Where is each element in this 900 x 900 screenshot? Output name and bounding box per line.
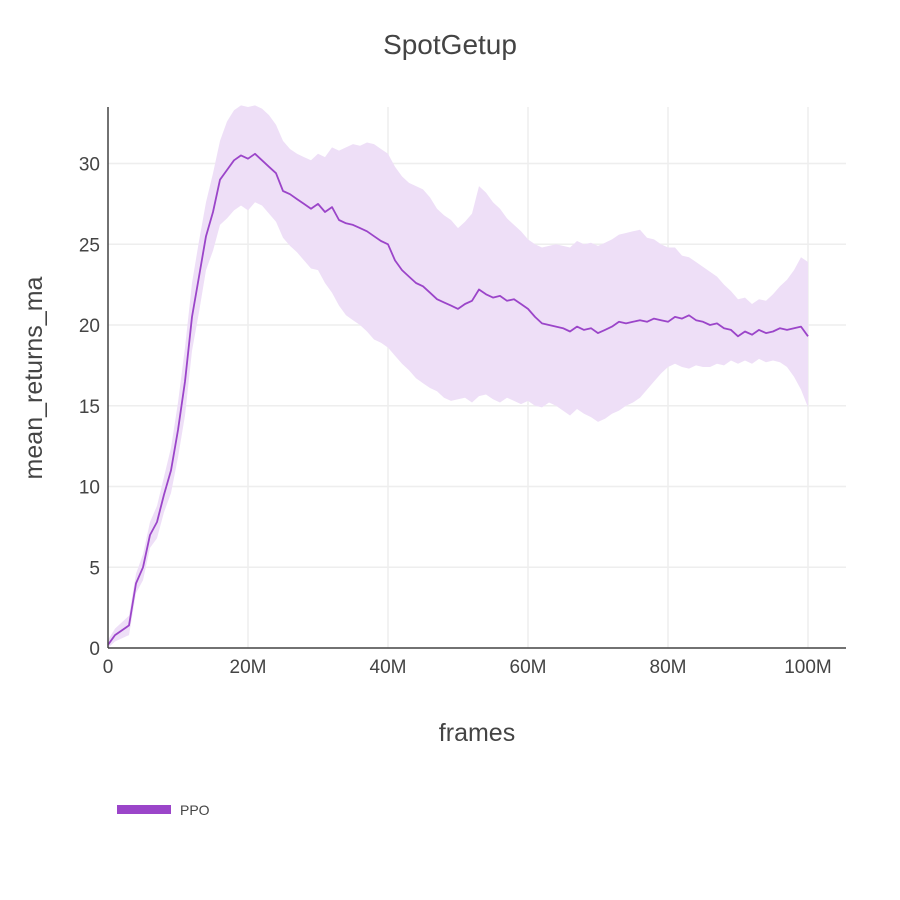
- series-line-0: [107, 152, 809, 646]
- x-axis-title: frames: [439, 719, 515, 747]
- x-tick-labels: 0 20M 40M 60M 80M 100M: [103, 657, 832, 678]
- chart-title: SpotGetup: [383, 29, 517, 60]
- y-tick-labels: 0 5 10 15 20 25 30: [79, 155, 100, 660]
- y-tick-label-0: 0: [89, 639, 100, 660]
- legend-label-ppo: PPO: [180, 802, 210, 818]
- x-tick-label-1: 20M: [230, 657, 267, 678]
- y-tick-label-6: 30: [79, 155, 100, 176]
- y-tick-label-5: 25: [79, 235, 100, 256]
- y-tick-label-2: 10: [79, 478, 100, 499]
- x-tick-label-4: 80M: [650, 657, 687, 678]
- legend-swatch-ppo: [117, 805, 171, 814]
- x-tick-label-2: 40M: [370, 657, 407, 678]
- y-tick-label-4: 20: [79, 316, 100, 337]
- x-tick-label-3: 60M: [510, 657, 547, 678]
- legend[interactable]: PPO: [117, 802, 210, 818]
- x-tick-label-5: 100M: [784, 657, 832, 678]
- y-axis-title: mean_returns_ma: [20, 276, 48, 479]
- series-band-group: [108, 105, 808, 648]
- y-tick-label-1: 5: [89, 558, 100, 579]
- x-tick-label-0: 0: [103, 657, 114, 678]
- series-band-0: [108, 105, 808, 648]
- series-line-group: [107, 152, 809, 646]
- y-tick-label-3: 15: [79, 397, 100, 418]
